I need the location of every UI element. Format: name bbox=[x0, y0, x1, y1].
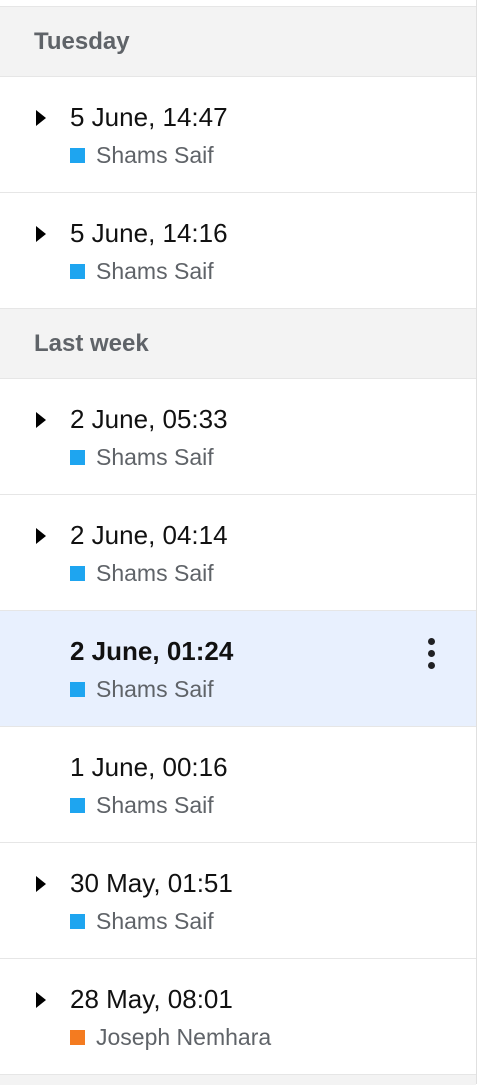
author-name: Shams Saif bbox=[96, 675, 214, 702]
version-timestamp: 28 May, 08:01 bbox=[70, 984, 233, 1014]
more-options-icon[interactable] bbox=[420, 636, 444, 672]
version-author: Shams Saif bbox=[70, 907, 214, 935]
version-author: Joseph Nemhara bbox=[70, 1023, 271, 1051]
version-timestamp: 5 June, 14:47 bbox=[70, 102, 228, 132]
expand-triangle-icon[interactable] bbox=[36, 226, 46, 242]
group-header-tuesday: Tuesday bbox=[0, 7, 476, 77]
expand-triangle-icon[interactable] bbox=[36, 412, 46, 428]
version-row[interactable]: 2 June, 05:33 Shams Saif bbox=[0, 379, 476, 495]
version-row[interactable]: 5 June, 14:47 Shams Saif bbox=[0, 77, 476, 193]
version-author: Shams Saif bbox=[70, 559, 214, 587]
version-row-selected[interactable]: 2 June, 01:24 Shams Saif bbox=[0, 611, 476, 727]
expand-triangle-icon[interactable] bbox=[36, 992, 46, 1008]
author-color-swatch bbox=[70, 1029, 85, 1045]
bottom-divider bbox=[0, 1075, 476, 1085]
version-author: Shams Saif bbox=[70, 443, 214, 471]
version-row[interactable]: 5 June, 14:16 Shams Saif bbox=[0, 193, 476, 309]
group-header-label: Tuesday bbox=[34, 27, 130, 55]
top-divider bbox=[0, 0, 476, 7]
author-color-swatch bbox=[70, 565, 85, 581]
group-header-label: Last week bbox=[34, 329, 149, 357]
author-color-swatch bbox=[70, 681, 85, 697]
author-color-swatch bbox=[70, 449, 85, 465]
version-timestamp: 1 June, 00:16 bbox=[70, 752, 228, 782]
version-timestamp: 2 June, 01:24 bbox=[70, 636, 234, 666]
version-author: Shams Saif bbox=[70, 141, 214, 169]
more-options-dot bbox=[428, 638, 435, 645]
author-name: Shams Saif bbox=[96, 443, 214, 470]
version-row[interactable]: 1 June, 00:16 Shams Saif bbox=[0, 727, 476, 843]
version-author: Shams Saif bbox=[70, 257, 214, 285]
version-row[interactable]: 2 June, 04:14 Shams Saif bbox=[0, 495, 476, 611]
version-author: Shams Saif bbox=[70, 791, 214, 819]
expand-triangle-icon[interactable] bbox=[36, 110, 46, 126]
version-timestamp: 2 June, 05:33 bbox=[70, 404, 228, 434]
more-options-dot bbox=[428, 650, 435, 657]
author-name: Shams Saif bbox=[96, 141, 214, 168]
version-author: Shams Saif bbox=[70, 675, 214, 703]
author-color-swatch bbox=[70, 263, 85, 279]
version-row[interactable]: 28 May, 08:01 Joseph Nemhara bbox=[0, 959, 476, 1075]
author-color-swatch bbox=[70, 797, 85, 813]
version-timestamp: 5 June, 14:16 bbox=[70, 218, 228, 248]
version-timestamp: 30 May, 01:51 bbox=[70, 868, 233, 898]
author-name: Shams Saif bbox=[96, 907, 214, 934]
author-name: Shams Saif bbox=[96, 257, 214, 284]
author-color-swatch bbox=[70, 147, 85, 163]
author-name: Shams Saif bbox=[96, 559, 214, 586]
more-options-dot bbox=[428, 662, 435, 669]
author-name: Joseph Nemhara bbox=[96, 1023, 272, 1050]
group-header-last-week: Last week bbox=[0, 309, 476, 379]
author-color-swatch bbox=[70, 913, 85, 929]
expand-triangle-icon[interactable] bbox=[36, 876, 46, 892]
expand-triangle-icon[interactable] bbox=[36, 528, 46, 544]
version-row[interactable]: 30 May, 01:51 Shams Saif bbox=[0, 843, 476, 959]
version-timestamp: 2 June, 04:14 bbox=[70, 520, 228, 550]
author-name: Shams Saif bbox=[96, 791, 214, 818]
